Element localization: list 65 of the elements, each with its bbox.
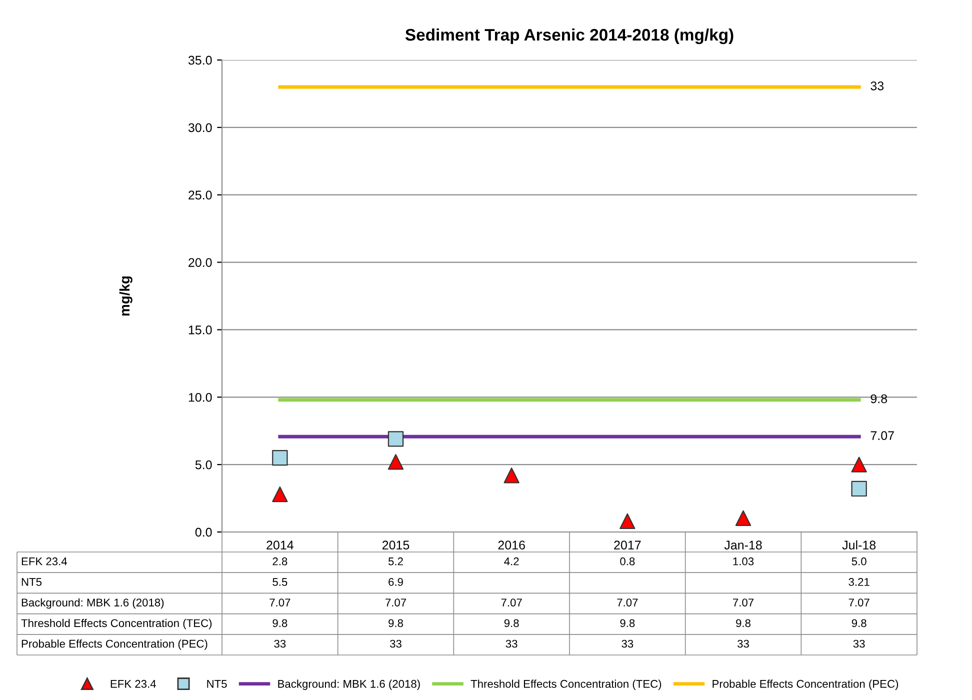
- text: Threshold Effects Concentration (TEC): [21, 618, 212, 630]
- x-tick-label: 2016: [498, 540, 525, 550]
- data-label: 9.8: [852, 619, 866, 628]
- data-label: 7.07: [501, 598, 522, 606]
- data-label: 9.8: [388, 619, 403, 628]
- x-tick-label: 2014: [266, 540, 294, 550]
- data-label: 7.07: [617, 598, 638, 606]
- legend-label: Background: MBK 1.6 (2018): [278, 680, 420, 690]
- data-label: 2.8: [272, 557, 288, 566]
- point: [388, 431, 404, 447]
- point: [388, 454, 404, 470]
- data-label: 9.8: [272, 619, 288, 628]
- text: Probable Effects Concentration (PEC): [22, 640, 208, 650]
- legend-label: NT5: [207, 680, 227, 688]
- data-label: 7.07: [733, 598, 754, 606]
- y-tick-label: 20.0: [188, 258, 212, 267]
- legend-label: Probable Effects Concentration (PEC): [712, 680, 898, 690]
- data-label: 7.07: [848, 598, 870, 606]
- x-tick-label: 2015: [382, 540, 410, 550]
- x-tick-label: 2017: [614, 540, 641, 550]
- y-tick-label: 5.0: [195, 460, 212, 470]
- point: [504, 468, 520, 484]
- annotation: 9.8: [870, 394, 888, 404]
- point: [272, 486, 288, 502]
- data-label: 9.8: [620, 619, 635, 628]
- data-label: 7.07: [386, 598, 406, 606]
- data-label: 0.8: [620, 557, 635, 566]
- data-label: 4.2: [504, 557, 519, 566]
- y-tick-label: 35.0: [188, 56, 212, 65]
- data-label: 33: [853, 640, 865, 648]
- annotation: 33: [870, 81, 884, 90]
- x-tick-label: Jul-18: [842, 540, 876, 550]
- y-tick-label: 0.0: [195, 528, 212, 537]
- data-label: 33: [506, 640, 518, 648]
- point: [851, 480, 867, 497]
- data-label: 3.21: [848, 578, 870, 586]
- y-tick-label: 15.0: [188, 326, 212, 334]
- data-label: 9.8: [504, 619, 519, 628]
- data-label: 33: [737, 640, 749, 648]
- data-label: 33: [390, 640, 402, 648]
- point: [735, 510, 752, 526]
- data-label: 33: [274, 640, 286, 648]
- text: NT5: [22, 578, 42, 586]
- x-tick-label: Jan-18: [724, 540, 762, 550]
- legend-label: EFK 23.4: [110, 680, 156, 688]
- chart-title: Sediment Trap Arsenic 2014-2018 (mg/kg): [405, 28, 734, 44]
- text: Background: MBK 1.6 (2018): [22, 598, 164, 609]
- annotation: 7.07: [870, 431, 894, 440]
- data-label: 33: [622, 640, 634, 648]
- data-label: 5.5: [272, 578, 288, 586]
- data-label: 6.9: [388, 578, 403, 586]
- legend-label: Threshold Effects Concentration (TEC): [470, 680, 662, 690]
- data-label: 9.8: [736, 619, 750, 628]
- y-tick-label: 10.0: [188, 392, 212, 402]
- data-label: 5.2: [388, 557, 403, 566]
- data-label: 5.0: [852, 557, 866, 566]
- data-label: 7.07: [270, 598, 290, 606]
- text: EFK 23.4: [22, 557, 67, 566]
- y-tick-label: 25.0: [188, 190, 212, 200]
- point: [272, 450, 288, 466]
- data-label: 1.03: [733, 557, 754, 566]
- point: [620, 513, 636, 530]
- point: [851, 456, 867, 472]
- y-tick-label: 30.0: [188, 123, 212, 132]
- y-axis-title: mg/kg: [119, 276, 132, 316]
